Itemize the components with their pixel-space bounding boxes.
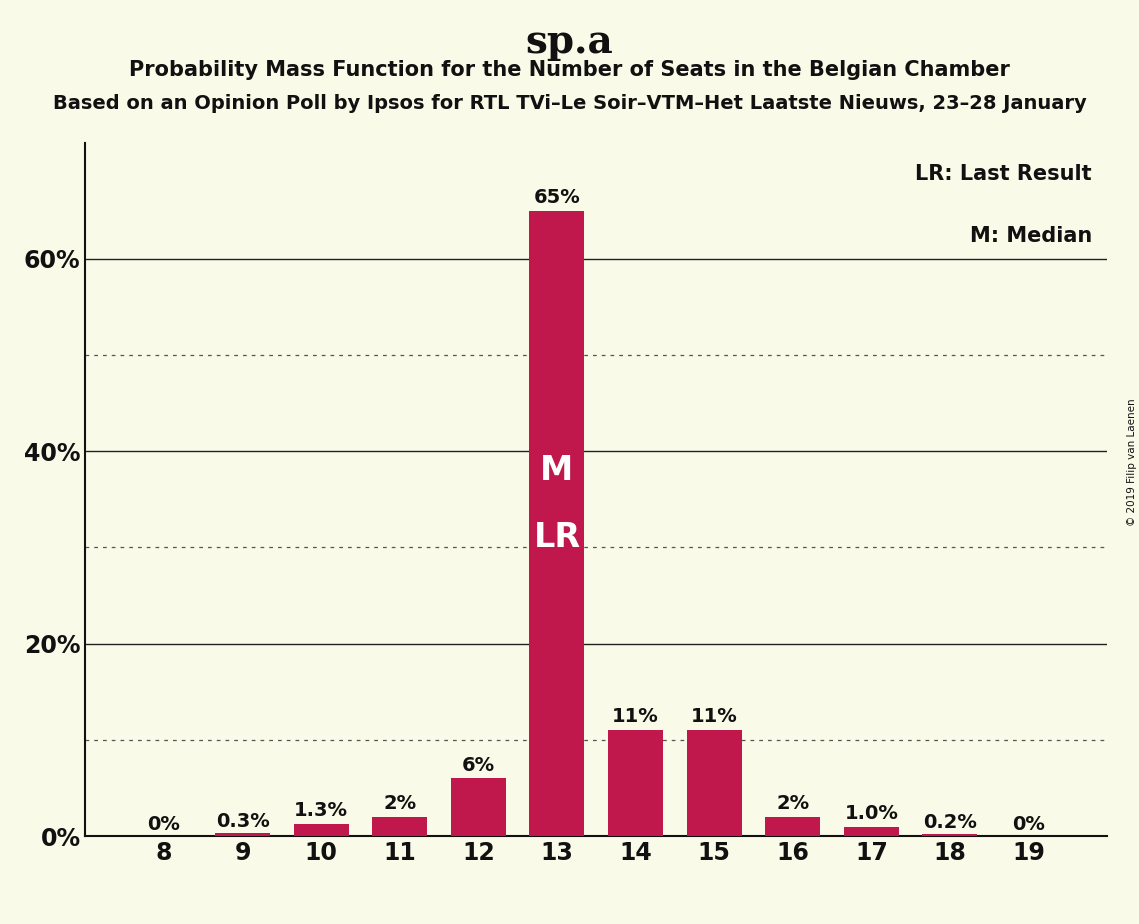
Bar <box>687 730 741 836</box>
Bar <box>608 730 663 836</box>
Bar <box>372 817 427 836</box>
Text: 0%: 0% <box>148 815 180 834</box>
Text: LR: Last Result: LR: Last Result <box>915 164 1092 184</box>
Text: sp.a: sp.a <box>525 23 614 61</box>
Text: 0%: 0% <box>1013 815 1044 834</box>
Text: 0.2%: 0.2% <box>923 813 977 833</box>
Text: 11%: 11% <box>690 708 738 726</box>
Bar <box>530 211 584 836</box>
Text: Based on an Opinion Poll by Ipsos for RTL TVi–Le Soir–VTM–Het Laatste Nieuws, 23: Based on an Opinion Poll by Ipsos for RT… <box>52 94 1087 114</box>
Text: 2%: 2% <box>383 794 417 813</box>
Text: 1.0%: 1.0% <box>844 804 899 822</box>
Bar <box>923 834 977 836</box>
Text: Probability Mass Function for the Number of Seats in the Belgian Chamber: Probability Mass Function for the Number… <box>129 60 1010 80</box>
Text: 1.3%: 1.3% <box>294 801 349 820</box>
Bar <box>844 827 899 836</box>
Text: LR: LR <box>533 521 581 554</box>
Text: 2%: 2% <box>776 794 810 813</box>
Text: 65%: 65% <box>533 188 581 207</box>
Text: © 2019 Filip van Laenen: © 2019 Filip van Laenen <box>1126 398 1137 526</box>
Bar <box>451 778 506 836</box>
Text: M: Median: M: Median <box>969 226 1092 247</box>
Text: 0.3%: 0.3% <box>215 812 270 832</box>
Bar <box>215 833 270 836</box>
Bar <box>294 823 349 836</box>
Text: M: M <box>540 454 574 487</box>
Bar <box>765 817 820 836</box>
Text: 6%: 6% <box>461 756 495 774</box>
Text: 11%: 11% <box>612 708 659 726</box>
